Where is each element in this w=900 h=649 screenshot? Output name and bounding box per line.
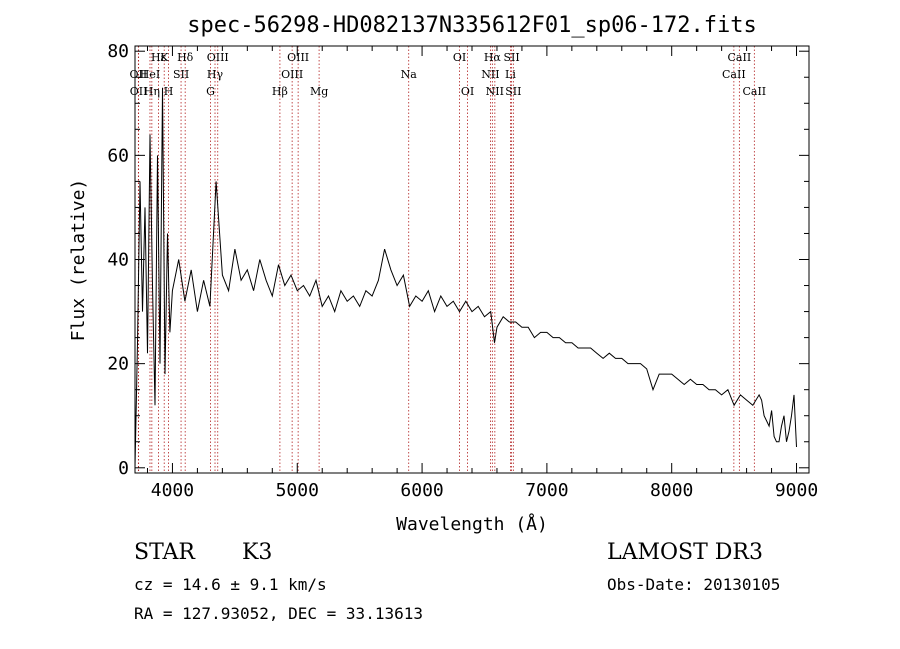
plot-frame — [134, 45, 810, 474]
y-tick-label: 80 — [107, 41, 129, 62]
line-marker-label: Hε — [151, 51, 167, 64]
line-marker-label: SII — [173, 68, 189, 81]
line-marker-label: NII — [486, 85, 504, 98]
y-axis-label: Flux (relative) — [68, 179, 89, 342]
x-tick-label: 8000 — [650, 480, 693, 501]
line-marker-label: HeI — [140, 68, 160, 81]
line-marker-label: Hδ — [177, 51, 194, 64]
line-marker-label: Hβ — [272, 85, 288, 98]
line-marker-label: H — [164, 85, 174, 98]
x-tick-label: 6000 — [400, 480, 443, 501]
line-marker-label: CaII — [742, 85, 766, 98]
line-marker-label: Li — [505, 68, 516, 81]
x-tick-label: 9000 — [775, 480, 818, 501]
redshift-cz: cz = 14.6 ± 9.1 km/s — [134, 575, 327, 594]
line-marker-label: Hη — [144, 85, 160, 98]
object-class: STAR — [134, 540, 195, 565]
line-marker-label: Hγ — [207, 68, 224, 81]
x-axis-ticks: 4000 5000 6000 7000 8000 9000 — [146, 46, 818, 501]
y-tick-label: 0 — [118, 458, 129, 479]
line-markers — [137, 46, 755, 473]
line-marker-label: Na — [401, 68, 418, 81]
line-marker-label: K — [160, 51, 169, 64]
line-marker-label: G — [206, 85, 215, 98]
line-marker-label: SII — [503, 51, 519, 64]
line-marker-label: OII — [130, 85, 148, 98]
y-tick-label: 60 — [107, 145, 129, 166]
line-marker-label: OIII — [287, 51, 309, 64]
x-tick-label: 4000 — [151, 480, 194, 501]
line-marker-label: NII — [481, 68, 499, 81]
y-tick-label: 40 — [107, 250, 129, 271]
y-tick-label: 20 — [107, 354, 129, 375]
x-tick-label: 5000 — [276, 480, 319, 501]
line-marker-label: OIII — [281, 68, 303, 81]
line-marker-label: SII — [505, 85, 521, 98]
x-axis-label: Wavelength (Å) — [396, 513, 548, 535]
spectrum-line — [134, 87, 797, 468]
line-marker-label: OI — [461, 85, 474, 98]
line-marker-label: Hα — [484, 51, 502, 64]
line-marker-label: CaII — [722, 68, 746, 81]
chart-title: spec-56298-HD082137N335612F01_sp06-172.f… — [187, 13, 757, 38]
line-marker-label: OII — [130, 68, 148, 81]
line-marker-label: OI — [453, 51, 466, 64]
ra-dec: RA = 127.93052, DEC = 33.13613 — [134, 604, 423, 623]
y-axis-ticks: 0 20 40 60 80 — [107, 41, 809, 479]
line-marker-label: CaII — [728, 51, 752, 64]
line-marker-label: OIII — [207, 51, 229, 64]
survey-name: LAMOST DR3 — [607, 540, 763, 565]
obs-date: Obs-Date: 20130105 — [607, 575, 781, 594]
object-subclass: K3 — [242, 540, 273, 565]
x-tick-label: 7000 — [525, 480, 568, 501]
line-marker-label: Mg — [310, 85, 328, 98]
